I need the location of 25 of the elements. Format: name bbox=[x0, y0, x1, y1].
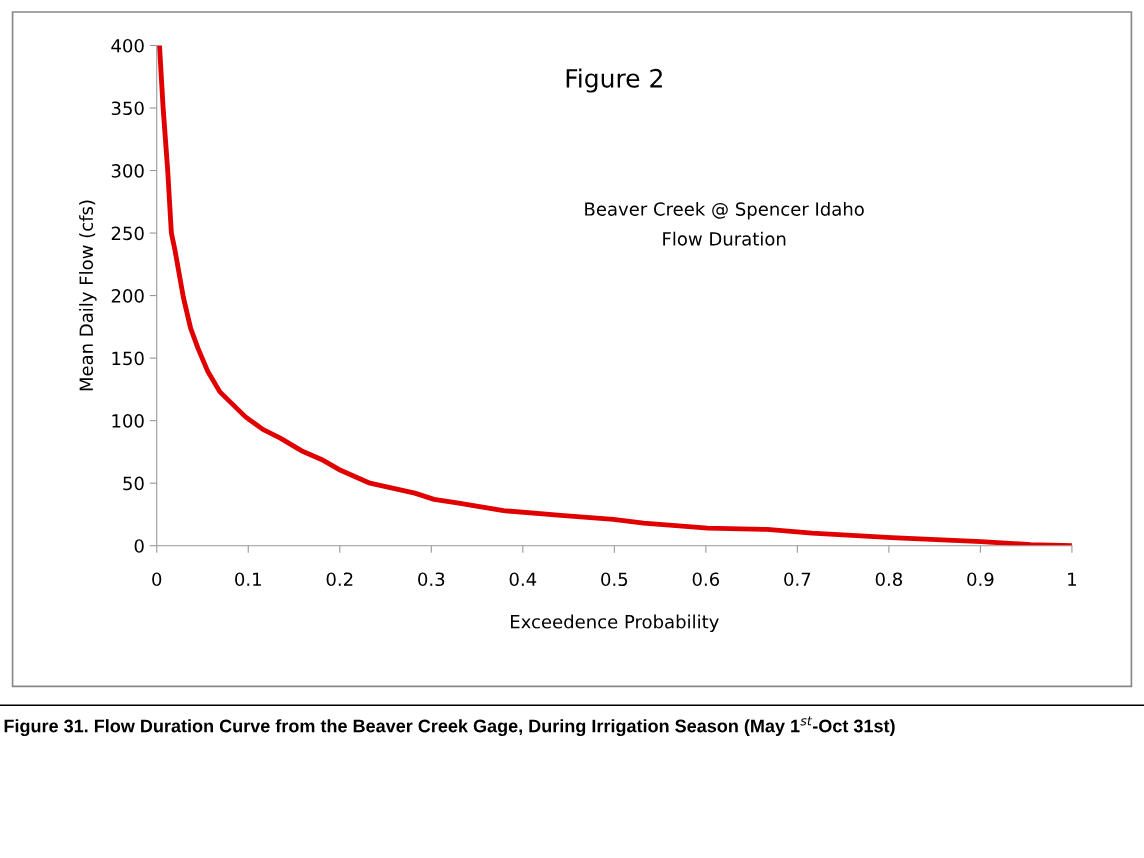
y-tick-label: 200 bbox=[111, 289, 144, 303]
y-tick-label: 50 bbox=[123, 476, 144, 491]
y-axis-title: Mean Daily Flow (cfs) bbox=[79, 200, 97, 391]
x-tick-label: 0.1 bbox=[235, 572, 261, 587]
x-tick-label: 0 bbox=[152, 572, 162, 587]
x-tick-label: 0.2 bbox=[326, 572, 353, 587]
y-tick-label: 350 bbox=[111, 101, 144, 116]
x-tick-label: 0.5 bbox=[601, 572, 628, 587]
y-tick-label: 300 bbox=[111, 163, 144, 178]
x-tick-label: 1 bbox=[1068, 572, 1076, 586]
x-tick-label: 0.8 bbox=[875, 572, 903, 587]
caption: Figure 31. Flow Duration Curve from the Beaver Creek Gage, During Irrigation Season (May 1$^{st}$-Oct 31st) bbox=[4, 716, 895, 737]
y-tick-label: 400 bbox=[111, 38, 144, 53]
text: Figure 2 bbox=[566, 68, 662, 93]
y-tick-label: 100 bbox=[112, 414, 144, 428]
x-tick-label: 0.3 bbox=[418, 572, 445, 587]
x-tick-label: 0.4 bbox=[509, 572, 537, 587]
y-tick-label: 250 bbox=[111, 226, 144, 241]
x-tick-label: 0.6 bbox=[692, 572, 720, 587]
x-axis-title: Exceedence Probability bbox=[511, 614, 719, 633]
y-tick-label: 150 bbox=[112, 351, 144, 366]
y-tick-label: 0 bbox=[134, 539, 144, 553]
text: Beaver Creek @ Spencer Idaho Flow Duration bbox=[585, 201, 864, 246]
x-tick-label: 0.9 bbox=[967, 572, 994, 587]
x-tick-label: 0.7 bbox=[784, 572, 811, 587]
